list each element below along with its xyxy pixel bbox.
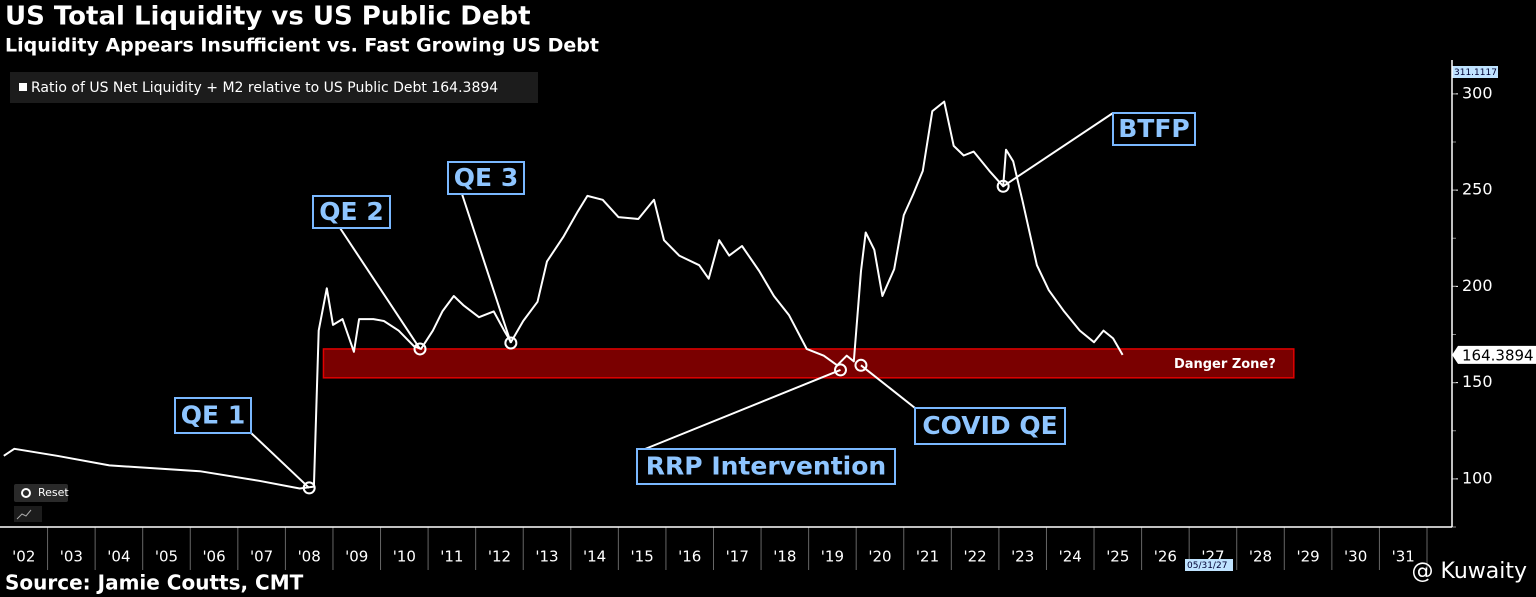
legend-value: 164.3894 <box>431 80 498 96</box>
annotation-point <box>413 342 427 356</box>
legend-box <box>10 72 538 103</box>
x-tick-label: '10 <box>393 548 416 566</box>
x-tick-label: '24 <box>1059 548 1082 566</box>
x-tick-label: '31 <box>1392 548 1415 566</box>
legend-name: Ratio of US Net Liquidity + M2 relative … <box>31 80 427 96</box>
annotation-pointer <box>461 193 512 344</box>
legend-swatch <box>19 83 27 91</box>
annotation-label: RRP Intervention <box>646 452 886 481</box>
annotation-pointer <box>249 431 310 489</box>
x-tick-label: '29 <box>1296 548 1319 566</box>
annotation-point <box>504 336 518 350</box>
x-tick-label: '21 <box>916 548 939 566</box>
x-tick-label: '03 <box>60 548 83 566</box>
cursor-date-label: 05/31/27 <box>1187 561 1227 571</box>
axis-max-label: 311.1117 <box>1454 68 1497 78</box>
annotation-point <box>854 358 868 372</box>
annotation-point <box>302 481 316 495</box>
annotation-label: QE 1 <box>181 401 245 430</box>
x-tick-label: '14 <box>583 548 606 566</box>
annotation-label: QE 3 <box>454 163 518 192</box>
x-tick-label: '08 <box>298 548 321 566</box>
x-tick-label: '18 <box>773 548 796 566</box>
x-tick-label: '15 <box>631 548 654 566</box>
x-tick-label: '17 <box>726 548 749 566</box>
y-tick-label: 300 <box>1462 83 1493 102</box>
x-tick-label: '28 <box>1249 548 1272 566</box>
annotation-box <box>447 161 525 195</box>
last-value-flag <box>1452 345 1536 364</box>
annotation-pointer <box>1002 112 1114 188</box>
x-tick-label: '11 <box>440 548 463 566</box>
y-tick-label: 100 <box>1462 468 1493 487</box>
x-tick-label: '12 <box>488 548 511 566</box>
chart-subtitle: Liquidity Appears Insufficient vs. Fast … <box>5 35 599 57</box>
x-tick-label: '04 <box>107 548 130 566</box>
chart-title: US Total Liquidity vs US Public Debt <box>5 2 531 32</box>
x-tick-label: '20 <box>868 548 891 566</box>
annotation-point <box>996 179 1010 193</box>
cursor-date-box <box>1185 559 1233 571</box>
annotation-box <box>174 397 252 434</box>
x-tick-label: '26 <box>1154 548 1177 566</box>
last-value-label: 164.3894 <box>1462 346 1534 364</box>
x-tick-label: '19 <box>821 548 844 566</box>
x-tick-label: '07 <box>250 548 273 566</box>
watermark: @ Kuwaity <box>1412 559 1528 584</box>
annotation-pointer <box>339 227 421 350</box>
x-tick-label: '16 <box>678 548 701 566</box>
source: Source: Jamie Coutts, CMT <box>5 571 304 595</box>
x-tick-label: '05 <box>155 548 178 566</box>
x-tick-label: '09 <box>345 548 368 566</box>
chart-type-icon[interactable] <box>16 509 32 520</box>
x-tick-label: '22 <box>964 548 987 566</box>
annotation-box <box>1112 112 1196 146</box>
legend-entry: Ratio of US Net Liquidity + M2 relative … <box>31 80 498 96</box>
x-tick-label: '25 <box>1106 548 1129 566</box>
x-tick-label: '06 <box>202 548 225 566</box>
y-tick-label: 150 <box>1462 372 1493 391</box>
y-tick-label: 250 <box>1462 180 1493 199</box>
axis-max-box <box>1452 66 1498 78</box>
x-tick-label: '30 <box>1344 548 1367 566</box>
danger-zone <box>322 348 1295 379</box>
reset-icon[interactable] <box>21 488 31 498</box>
annotation-label: COVID QE <box>922 411 1057 440</box>
annotation-box <box>312 195 391 229</box>
data-line <box>3 100 1124 490</box>
x-tick-label: '23 <box>1011 548 1034 566</box>
x-tick-label: '13 <box>535 548 558 566</box>
annotation-box <box>914 407 1066 445</box>
annotation-pointer <box>644 368 841 450</box>
annotation-point <box>833 363 847 377</box>
danger-zone-label: Danger Zone? <box>1174 357 1276 372</box>
annotation-pointer <box>860 364 916 409</box>
annotation-label: QE 2 <box>319 197 383 226</box>
x-tick-label: '02 <box>12 548 35 566</box>
reset-label[interactable]: Reset <box>38 486 69 499</box>
annotation-box <box>636 448 896 485</box>
annotation-label: BTFP <box>1118 114 1190 143</box>
y-tick-label: 200 <box>1462 276 1493 295</box>
